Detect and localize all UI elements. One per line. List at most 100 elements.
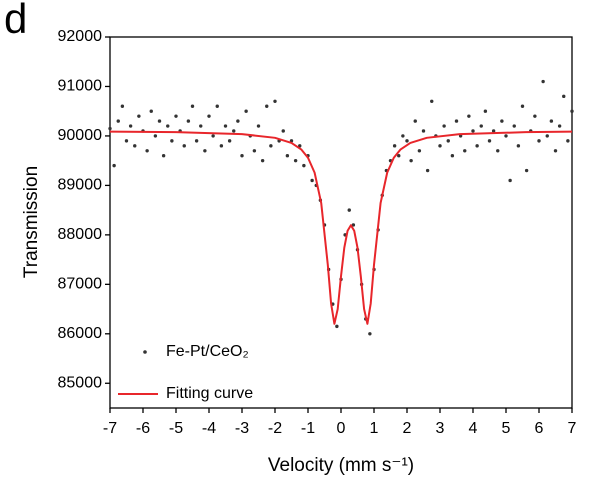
data-point: [281, 129, 285, 133]
y-tick-label: 91000: [58, 78, 103, 95]
data-point: [182, 144, 186, 148]
data-point: [409, 158, 413, 163]
data-point: [190, 104, 195, 108]
data-point: [504, 134, 508, 138]
fit-line: [109, 130, 573, 325]
data-point: [215, 104, 219, 108]
data-point: [211, 134, 215, 138]
data-point: [302, 163, 306, 168]
data-point: [549, 119, 554, 123]
x-tick-label: 7: [568, 420, 577, 437]
data-point: [236, 119, 240, 123]
x-tick-label: -2: [268, 420, 282, 437]
data-point: [166, 124, 170, 128]
data-point: [500, 119, 504, 123]
data-point: [145, 149, 149, 153]
data-point: [137, 114, 141, 118]
data-point: [133, 144, 137, 148]
x-tick-label: 5: [502, 420, 511, 437]
data-point: [541, 79, 545, 84]
data-point: [512, 124, 516, 128]
data-point: [149, 109, 153, 113]
data-point: [421, 129, 426, 133]
data-point: [545, 134, 549, 138]
data-point: [128, 124, 133, 128]
data-point: [446, 139, 450, 143]
data-point: [496, 149, 500, 153]
data-point: [479, 124, 483, 128]
data-point: [223, 124, 228, 128]
data-point: [566, 139, 570, 143]
y-tick-label: 90000: [58, 127, 103, 144]
data-point: [401, 134, 405, 138]
data-point: [194, 139, 199, 143]
data-point: [450, 154, 455, 158]
data-point: [153, 134, 158, 138]
data-point: [368, 332, 372, 336]
data-point: [112, 163, 116, 168]
x-tick-label: -7: [103, 420, 117, 437]
y-tick-label: 86000: [58, 325, 103, 342]
x-tick-label: 0: [337, 420, 346, 437]
data-point: [227, 139, 232, 143]
y-tick-label: 92000: [58, 28, 103, 45]
data-point: [335, 324, 339, 329]
data-point: [203, 149, 207, 153]
data-point: [491, 129, 496, 133]
panel-label: d: [4, 0, 27, 42]
data-point: [425, 168, 430, 173]
data-point: [516, 144, 521, 148]
y-tick-label: 89000: [58, 177, 103, 194]
data-point: [207, 114, 211, 118]
data-point: [108, 126, 112, 131]
x-tick-label: -6: [136, 420, 150, 437]
y-tick-label: 85000: [58, 374, 103, 391]
data-point: [430, 99, 434, 104]
data-point: [186, 119, 191, 123]
data-point: [524, 168, 529, 173]
x-tick-label: 1: [370, 420, 379, 437]
data-point: [269, 144, 273, 148]
data-point: [199, 124, 203, 128]
data-point: [397, 154, 401, 158]
x-tick-label: 2: [403, 420, 412, 437]
data-point: [120, 104, 125, 108]
data-point: [310, 178, 314, 183]
data-point: [533, 114, 537, 118]
data-point: [463, 149, 467, 153]
data-point: [116, 119, 120, 123]
data-point: [467, 114, 471, 118]
x-tick-label: -1: [301, 420, 315, 437]
data-point: [347, 208, 351, 212]
data-point: [265, 104, 269, 108]
data-point: [438, 144, 442, 148]
data-point: [174, 114, 178, 118]
data-point: [570, 109, 574, 113]
data-point: [537, 139, 541, 143]
data-point: [487, 139, 492, 143]
data-point: [520, 104, 525, 108]
data-point: [417, 149, 422, 153]
data-point: [413, 119, 417, 123]
x-tick-label: 4: [469, 420, 478, 437]
x-tick-label: -5: [169, 420, 183, 437]
data-point: [256, 124, 261, 128]
x-tick-label: 6: [535, 420, 544, 437]
data-point: [157, 119, 162, 123]
data-point: [161, 154, 166, 158]
legend-marker: [143, 350, 147, 354]
data-point: [553, 149, 558, 153]
legend-label: Fitting curve: [166, 385, 253, 402]
data-point: [170, 139, 174, 143]
data-point: [232, 129, 236, 133]
data-point: [562, 94, 566, 99]
x-axis-label: Velocity (mm s⁻¹): [268, 455, 414, 476]
data-point: [124, 139, 129, 143]
data-point: [293, 158, 298, 163]
data-point: [351, 223, 356, 227]
y-axis-label: Transmission: [21, 166, 42, 278]
data-point: [298, 144, 302, 148]
data-point: [240, 154, 244, 158]
data-point: [405, 139, 409, 143]
